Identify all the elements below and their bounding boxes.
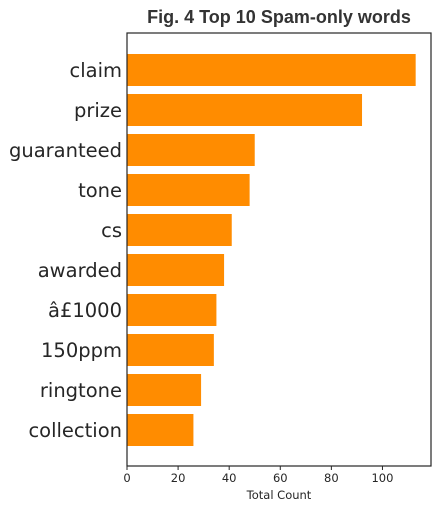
bar-7 xyxy=(127,334,214,366)
bar-1 xyxy=(127,94,363,126)
category-label: â£1000 xyxy=(48,299,122,322)
bar-3 xyxy=(127,174,250,206)
x-tick-label: 60 xyxy=(273,471,288,485)
category-label: awarded xyxy=(38,259,122,282)
category-label: guaranteed xyxy=(9,139,122,162)
x-tick-label: 20 xyxy=(171,471,186,485)
bars-group xyxy=(127,54,416,446)
category-label: claim xyxy=(69,59,122,82)
category-label: prize xyxy=(74,99,122,122)
x-tick-label: 40 xyxy=(222,471,237,485)
category-label: tone xyxy=(78,179,122,202)
bar-4 xyxy=(127,214,232,246)
chart-title: Fig. 4 Top 10 Spam-only words xyxy=(147,7,411,27)
category-label: collection xyxy=(28,419,122,442)
bar-0 xyxy=(127,54,416,86)
x-axis-label: Total Count xyxy=(246,488,312,502)
x-tick-label: 100 xyxy=(371,471,393,485)
category-labels: claim prize guaranteed tone cs awarded â£1000 1… xyxy=(9,59,122,442)
bar-2 xyxy=(127,134,255,166)
category-label: 150ppm xyxy=(41,339,122,362)
category-label: ringtone xyxy=(40,379,122,402)
x-axis-ticks: 0 20 40 60 80 100 xyxy=(123,466,393,485)
bar-9 xyxy=(127,414,194,446)
x-tick-label: 80 xyxy=(324,471,339,485)
bar-8 xyxy=(127,374,202,406)
x-tick-label: 0 xyxy=(123,471,130,485)
category-label: cs xyxy=(101,219,122,242)
bar-5 xyxy=(127,254,225,286)
plot-frame xyxy=(126,32,432,467)
bar-6 xyxy=(127,294,217,326)
